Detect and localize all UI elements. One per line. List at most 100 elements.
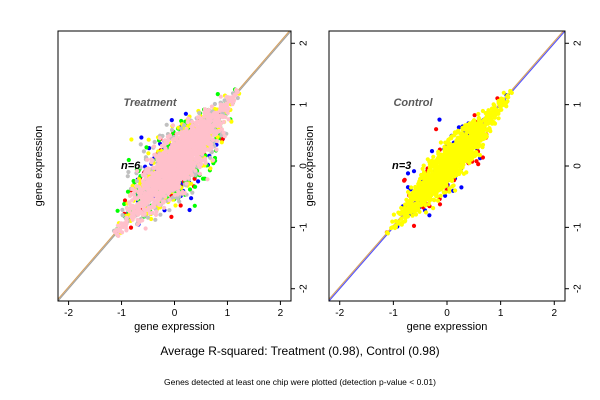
y-tick-label: 2 — [573, 40, 584, 46]
data-point — [135, 168, 140, 173]
data-point — [125, 174, 130, 179]
data-point — [130, 183, 135, 188]
data-point — [430, 177, 435, 182]
data-point — [437, 179, 442, 184]
data-point — [423, 188, 428, 193]
data-point — [196, 179, 201, 184]
data-point — [201, 147, 206, 152]
data-point — [202, 109, 207, 115]
data-point — [186, 116, 191, 121]
data-point — [463, 158, 468, 163]
data-point — [208, 166, 213, 171]
data-point — [393, 219, 398, 224]
data-point — [150, 191, 155, 196]
data-point — [449, 178, 455, 183]
data-point — [483, 127, 489, 132]
data-point — [143, 226, 148, 231]
data-point — [160, 157, 165, 163]
data-point — [189, 124, 194, 129]
data-point — [492, 103, 497, 108]
data-point — [197, 135, 202, 140]
data-point — [400, 220, 405, 225]
data-point — [146, 170, 151, 175]
data-point — [208, 129, 213, 134]
data-point — [162, 205, 167, 210]
data-point — [195, 128, 200, 133]
data-point — [214, 115, 219, 120]
data-point — [163, 146, 168, 151]
data-point — [160, 199, 165, 204]
data-point — [419, 203, 424, 208]
data-point — [504, 100, 509, 106]
data-point — [209, 104, 214, 109]
data-point — [211, 158, 216, 163]
data-point — [177, 199, 182, 204]
data-point — [215, 92, 220, 97]
data-point — [122, 201, 127, 207]
data-point — [155, 170, 160, 175]
data-point — [186, 123, 191, 128]
data-point — [187, 136, 192, 141]
data-point — [468, 128, 473, 133]
data-point — [193, 157, 198, 162]
y-tick-label: 1 — [573, 101, 584, 107]
x-tick-label: -2 — [64, 308, 73, 319]
data-point — [134, 179, 139, 184]
data-point — [190, 151, 195, 156]
data-point — [454, 139, 459, 144]
y-tick-label: -2 — [299, 284, 310, 293]
y-tick-label: 1 — [299, 101, 310, 107]
data-point — [178, 203, 183, 208]
y-axis-label: gene expression — [304, 126, 316, 207]
data-point — [173, 203, 178, 208]
data-point — [214, 147, 219, 152]
data-point — [162, 186, 167, 191]
data-point — [471, 127, 477, 132]
data-point — [455, 129, 460, 134]
data-point — [145, 157, 150, 162]
data-point — [474, 159, 479, 164]
data-point — [501, 90, 506, 95]
x-tick-label: -2 — [335, 308, 344, 319]
data-point — [438, 166, 444, 171]
data-point — [152, 144, 157, 149]
data-point — [123, 224, 128, 229]
sample-count-label: n=3 — [392, 160, 411, 172]
data-point — [477, 153, 482, 158]
data-point — [129, 137, 134, 142]
data-point — [226, 117, 231, 122]
data-point — [429, 186, 434, 192]
data-point — [126, 169, 131, 175]
data-point — [487, 127, 492, 132]
data-point — [141, 186, 146, 192]
data-point — [150, 177, 155, 182]
data-point — [197, 171, 202, 176]
r-squared-caption: Average R-squared: Treatment (0.98), Con… — [160, 344, 440, 358]
data-point — [190, 190, 195, 195]
data-point — [450, 167, 455, 172]
data-point — [146, 137, 151, 142]
data-point — [215, 119, 220, 124]
data-point — [125, 189, 131, 194]
data-point — [431, 184, 437, 189]
data-point — [174, 167, 179, 172]
data-point — [426, 191, 431, 196]
data-point — [201, 119, 206, 125]
data-point — [203, 159, 208, 164]
data-point — [410, 213, 415, 218]
data-point — [399, 216, 404, 221]
data-point — [127, 209, 132, 214]
data-point — [157, 152, 163, 157]
data-point — [432, 165, 437, 170]
data-point — [168, 145, 173, 150]
x-tick-label: 2 — [278, 308, 284, 319]
data-point — [435, 198, 441, 203]
data-point — [136, 212, 141, 217]
data-point — [423, 203, 428, 208]
data-point — [475, 122, 480, 127]
data-point — [135, 208, 140, 213]
data-point — [143, 176, 148, 181]
data-point — [445, 170, 451, 175]
data-point — [163, 180, 168, 185]
